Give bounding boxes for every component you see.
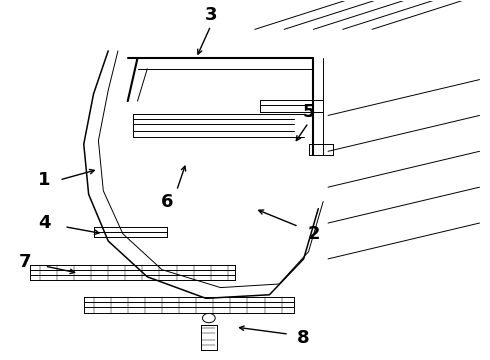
Text: 4: 4 <box>38 214 51 232</box>
Text: 1: 1 <box>38 171 51 189</box>
Text: 3: 3 <box>204 6 217 24</box>
Text: 7: 7 <box>19 253 31 271</box>
Text: 6: 6 <box>161 193 173 211</box>
Text: 8: 8 <box>297 329 310 347</box>
Text: 2: 2 <box>307 225 319 243</box>
Text: 5: 5 <box>302 103 315 121</box>
